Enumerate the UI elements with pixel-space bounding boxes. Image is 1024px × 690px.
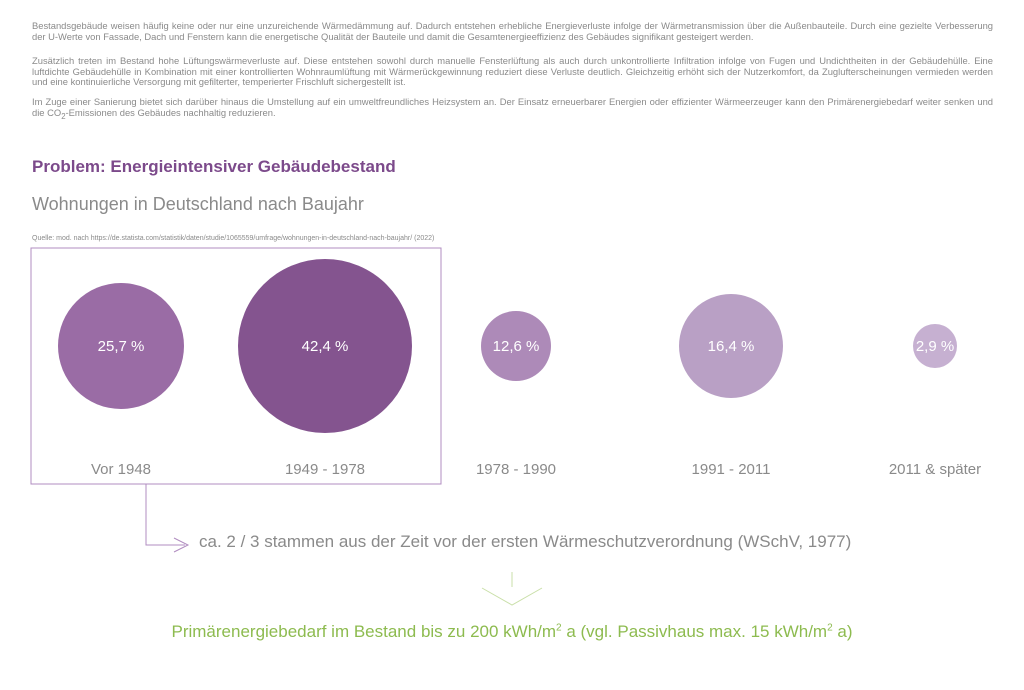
bubble-value-label: 25,7 %: [98, 338, 145, 355]
bubble-0: [58, 283, 184, 409]
result-text: Primärenergiebedarf im Bestand bis zu 20…: [171, 622, 557, 641]
bubble-4: [913, 324, 957, 368]
result-text: a): [832, 622, 853, 641]
category-label: 1949 - 1978: [285, 461, 365, 478]
bubble-value-label: 2,9 %: [916, 338, 954, 355]
connector-line: [145, 484, 185, 546]
arrow-down-icon: [481, 587, 543, 606]
bubble-value-label: 12,6 %: [493, 338, 540, 355]
result-text: a (vgl. Passivhaus max. 15 kWh/m: [561, 622, 828, 641]
result-sup: 2: [556, 622, 562, 634]
section-title: Problem: Energieintensiver Gebäudebestan…: [32, 157, 396, 176]
conclusion-note: ca. 2 / 3 stammen aus der Zeit vor der e…: [199, 532, 852, 551]
category-label: 2011 & später: [889, 461, 981, 478]
arrow-right-icon: [173, 537, 190, 553]
chart-title: Wohnungen in Deutschland nach Baujahr: [32, 194, 364, 214]
intro-paragraph-2: Zusätzlich treten im Bestand hohe Lüftun…: [32, 55, 993, 88]
p3-text: Im Zuge einer Sanierung bietet sich darü…: [32, 96, 993, 118]
bubble-2: [481, 311, 551, 381]
result-sup: 2: [827, 622, 833, 634]
category-label: 1991 - 2011: [692, 461, 771, 478]
bubble-1: [238, 259, 412, 433]
intro-paragraph-1: Bestandsgebäude weisen häufig keine oder…: [32, 20, 993, 42]
highlight-frame: [30, 247, 442, 485]
bubble-3: [679, 294, 783, 398]
bubble-value-label: 42,4 %: [302, 338, 349, 355]
result-statement: Primärenergiebedarf im Bestand bis zu 20…: [0, 622, 1024, 642]
p3-sub: 2: [61, 111, 66, 121]
category-label: Vor 1948: [91, 461, 151, 478]
p3-text-end: -Emissionen des Gebäudes nachhaltig redu…: [65, 106, 276, 118]
intro-paragraph-3: Im Zuge einer Sanierung bietet sich darü…: [32, 96, 993, 122]
bubble-value-label: 16,4 %: [708, 338, 755, 355]
source-note: Quelle: mod. nach https://de.statista.co…: [32, 235, 435, 242]
category-label: 1978 - 1990: [476, 461, 556, 478]
